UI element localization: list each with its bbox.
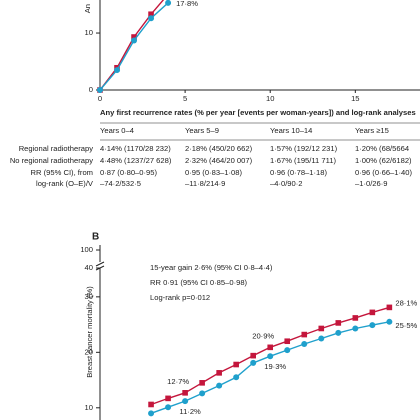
point — [352, 315, 359, 321]
row-label: log-rank (O–E)/V — [36, 179, 94, 188]
point — [131, 34, 137, 40]
y-axis-label-b: Breast cancer mortality (%) — [85, 286, 94, 378]
point — [267, 353, 274, 360]
point — [148, 15, 155, 22]
y-tick-label: 0 — [89, 85, 93, 94]
table-cell: 2·18% (450/20 662) — [185, 144, 253, 153]
column-header: Years ≥15 — [355, 126, 389, 135]
table-cell: 0·95 (0·83–1·08) — [185, 168, 242, 177]
point — [216, 382, 223, 389]
table-cell: 1·20% (68/5664 — [355, 144, 409, 153]
plot-area — [148, 304, 393, 417]
point — [165, 395, 171, 402]
column-header: Years 10–14 — [270, 126, 312, 135]
annotation: 15-year gain 2·6% (95% CI 0·8–4·4) — [150, 263, 273, 272]
point — [301, 341, 308, 347]
point — [199, 390, 206, 397]
y-tick-label: 10 — [85, 28, 93, 37]
table-cell: –4·0/90·2 — [270, 179, 303, 188]
point — [250, 359, 257, 366]
value-label: 19·3% — [264, 362, 286, 371]
x-tick-label: 5 — [183, 94, 187, 103]
column-header: Years 0–4 — [100, 126, 134, 135]
point — [369, 322, 376, 329]
y-axis-label-a: An — [83, 4, 92, 13]
point — [386, 318, 393, 325]
point — [131, 37, 138, 44]
annotation: 17·8% — [176, 0, 198, 8]
y-tick-label: 10 — [85, 403, 93, 412]
point — [352, 325, 359, 332]
row-label: No regional radiotherapy — [10, 156, 93, 165]
table-cell: –74·2/532·5 — [100, 179, 141, 188]
y-tick-label: 100 — [80, 245, 93, 254]
point — [335, 320, 342, 326]
x-tick-label: 0 — [98, 94, 102, 103]
point — [284, 338, 291, 345]
y-tick-label: 20 — [85, 347, 93, 356]
column-header: Years 5–9 — [185, 126, 219, 135]
axis-break — [95, 261, 105, 267]
value-label: 20·9% — [252, 331, 274, 340]
point — [148, 11, 154, 18]
table-title: Any first recurrence rates (% per year [… — [100, 108, 416, 117]
plot-area — [97, 0, 172, 93]
point — [318, 335, 325, 342]
annotation: RR 0·91 (95% CI 0·85–0·98) — [150, 278, 248, 287]
table-cell: 0·87 (0·80–0·95) — [100, 168, 157, 177]
row-label: RR (95% CI), from — [31, 168, 93, 177]
point — [148, 410, 155, 417]
point — [386, 304, 393, 311]
point — [335, 329, 342, 336]
point — [267, 344, 274, 351]
y-tick-label: 40 — [85, 263, 93, 272]
annotation: Log-rank p=0·012 — [150, 293, 210, 302]
point — [182, 398, 189, 405]
value-label: 25·5% — [395, 321, 417, 330]
table-cell: 1·00% (62/6182) — [355, 156, 412, 165]
x-tick-label: 10 — [266, 94, 274, 103]
point — [148, 401, 154, 408]
x-tick-label: 15 — [351, 94, 359, 103]
point — [301, 331, 308, 338]
table-cell: 0·96 (0·66–1·40) — [355, 168, 412, 177]
series-line — [99, 0, 165, 91]
point — [182, 390, 188, 396]
point — [250, 352, 256, 359]
table-cell: –1·0/26·9 — [355, 179, 388, 188]
value-label: 28·1% — [395, 298, 417, 307]
table-cell: 4·48% (1237/27 628) — [100, 156, 172, 165]
point — [233, 361, 239, 368]
point — [233, 374, 240, 381]
point — [284, 347, 291, 354]
point — [97, 87, 103, 93]
panel-label: B — [92, 232, 99, 243]
point — [165, 0, 172, 6]
point — [369, 309, 376, 316]
table-cell: 4·14% (1170/28 232) — [100, 144, 171, 153]
table-cell: 2·32% (464/20 007) — [185, 156, 253, 165]
point — [216, 370, 222, 376]
point — [318, 325, 325, 332]
table-cell: 1·57% (192/12 231) — [270, 144, 338, 153]
point — [165, 404, 172, 411]
row-label: Regional radiotherapy — [19, 144, 94, 153]
y-tick-label: 30 — [85, 292, 93, 301]
value-label: 12·7% — [167, 377, 189, 386]
table-cell: 1·67% (195/11 711) — [270, 156, 336, 165]
table-cell: 0·96 (0·78–1·18) — [270, 168, 327, 177]
point — [199, 380, 205, 386]
point — [114, 67, 121, 74]
value-label: 11·2% — [179, 407, 201, 416]
table-cell: –11·8/214·9 — [185, 179, 225, 188]
